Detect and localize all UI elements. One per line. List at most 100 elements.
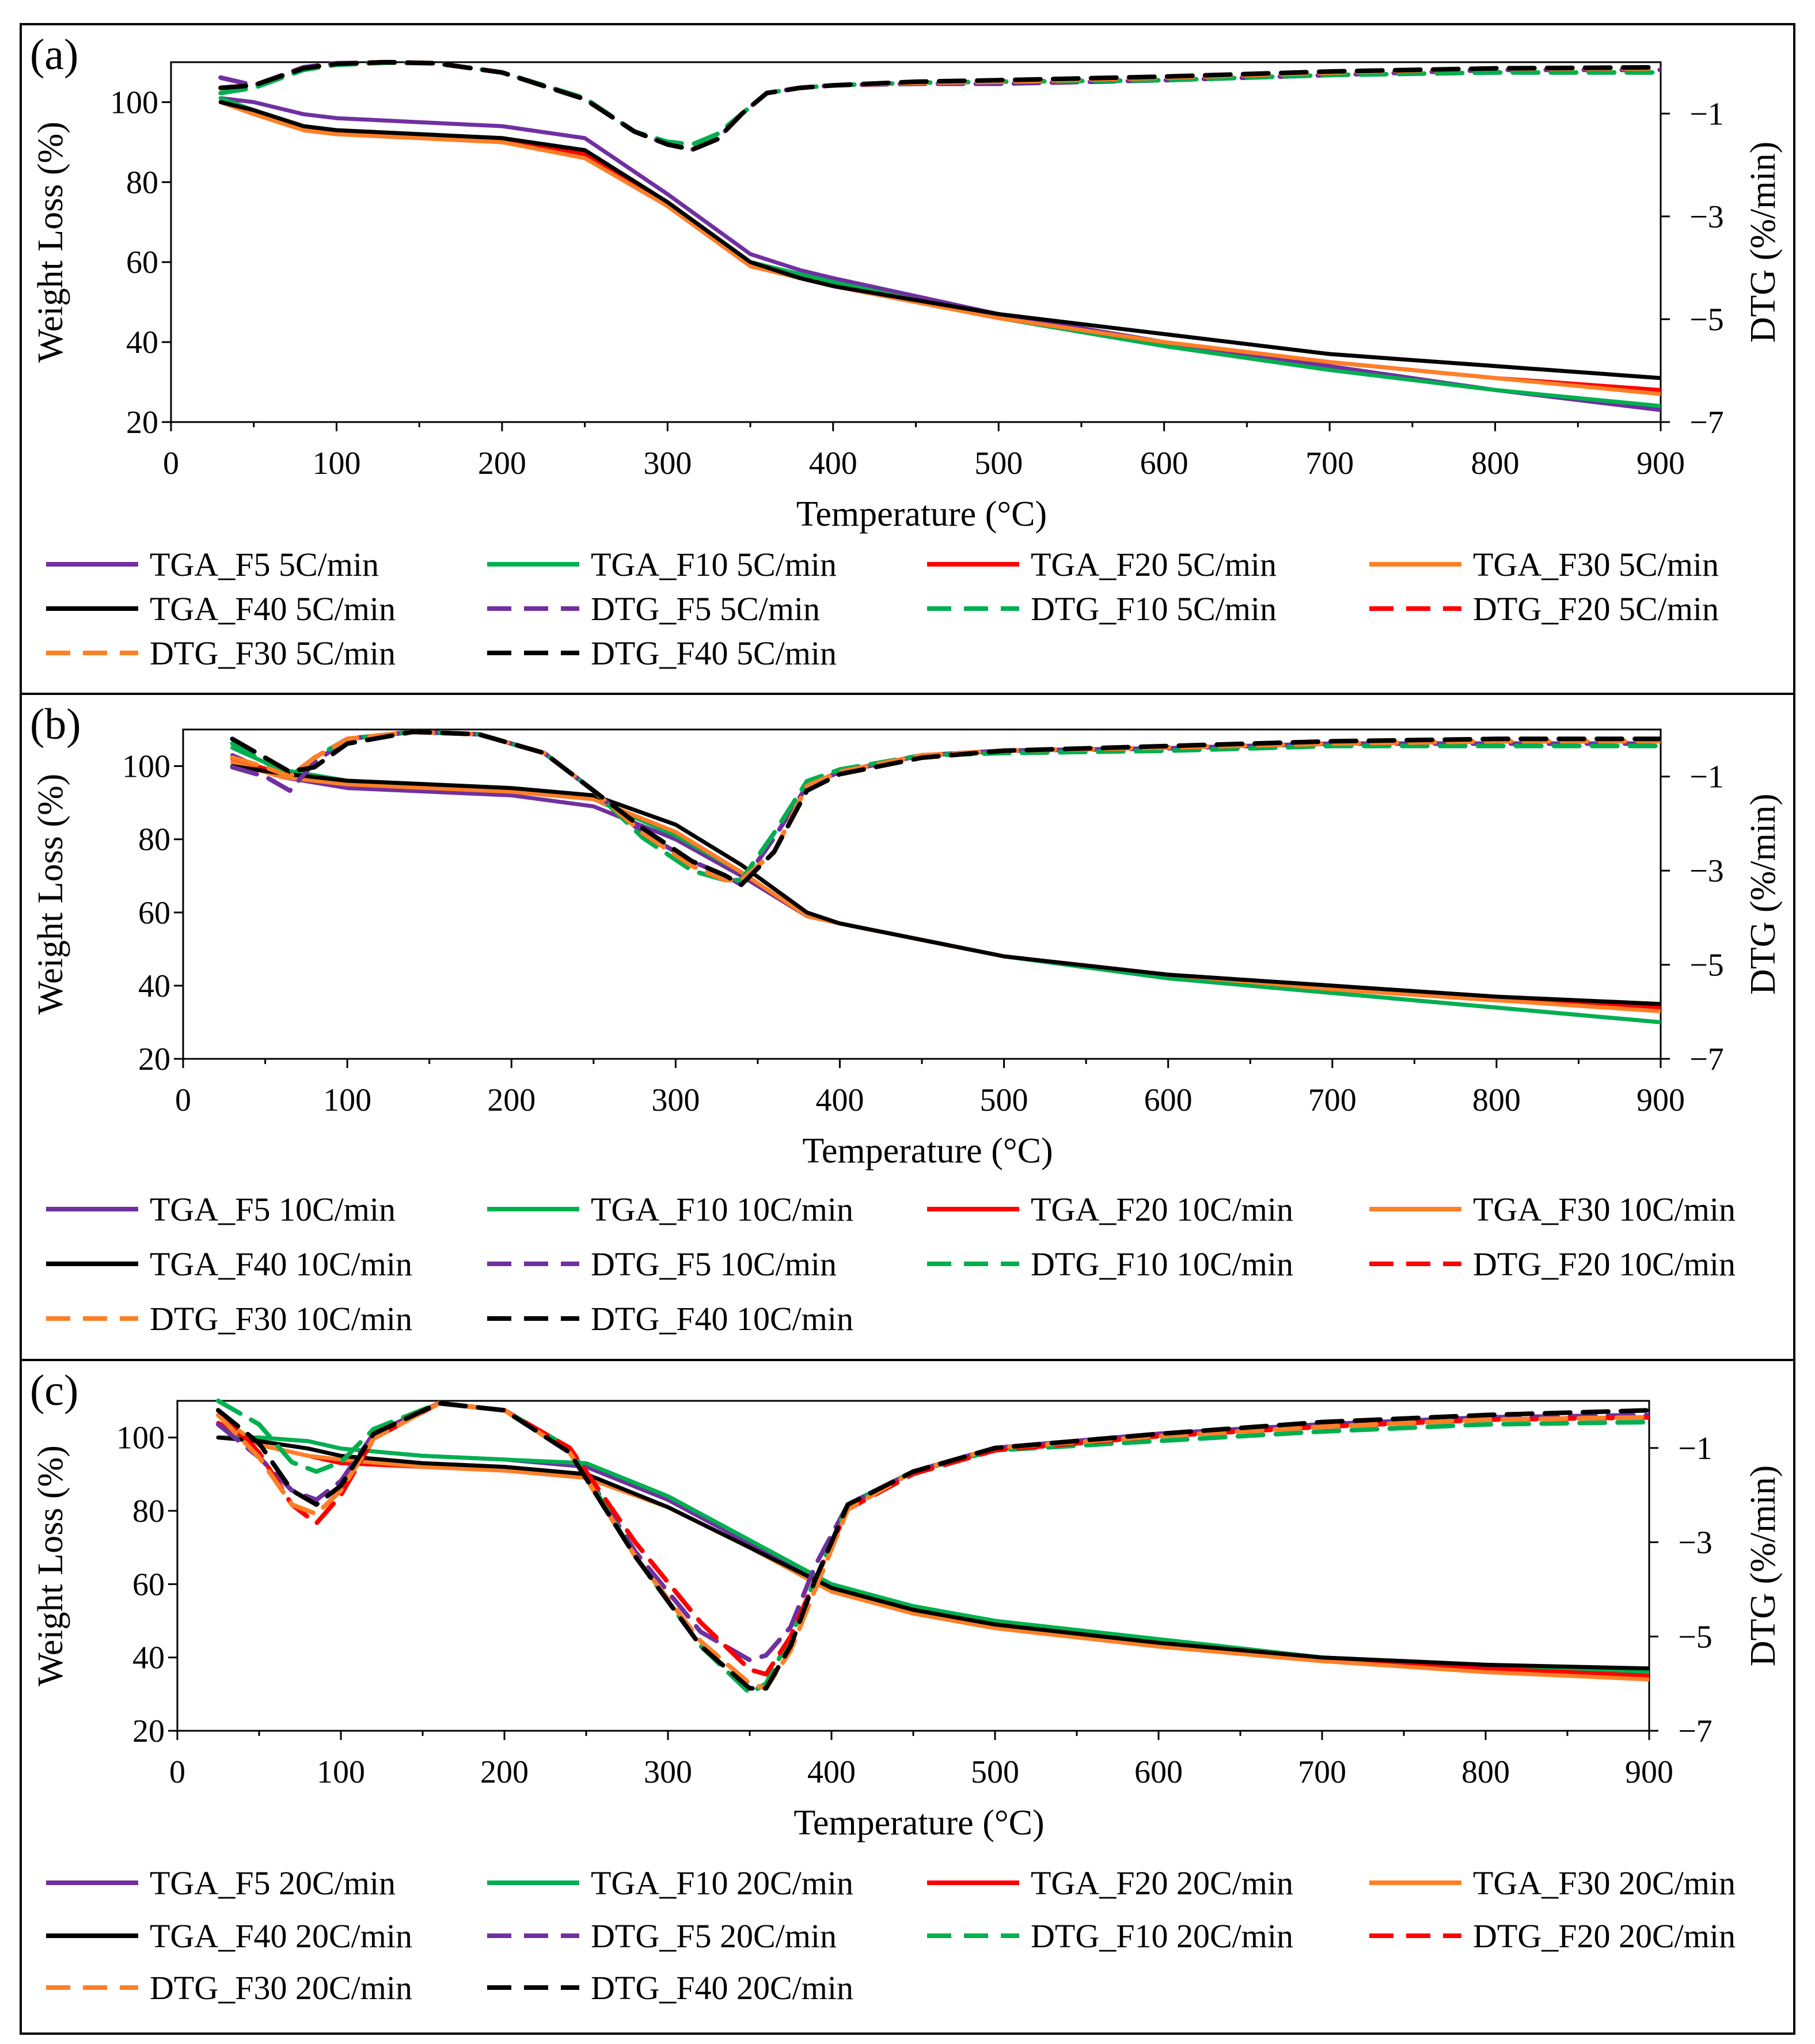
x-axis-title: Temperature (°C) bbox=[793, 1803, 1044, 1842]
tga-series-f20 bbox=[230, 757, 1661, 1010]
legend-label: DTG_F30 20C/min bbox=[150, 1969, 412, 2007]
legend-label: TGA_F40 20C/min bbox=[150, 1917, 412, 1955]
y-tick-label: 80 bbox=[138, 822, 170, 858]
x-tick-label: 700 bbox=[1308, 1082, 1357, 1118]
y2-axis-title: DTG (%/min) bbox=[1744, 142, 1783, 343]
legend: TGA_F5 5C/min TGA_F10 5C/min TGA_F20 5C/mi… bbox=[46, 546, 1719, 672]
y-tick-label: 100 bbox=[122, 749, 170, 785]
legend-label: DTG_F40 10C/min bbox=[591, 1300, 853, 1338]
panel-b: (b) 0 100 200 300 400 500 600 700 800 900 20 40 60 80 1… bbox=[20, 693, 1795, 1361]
legend-label: DTG_F20 10C/min bbox=[1473, 1245, 1736, 1283]
y-tick-label: 100 bbox=[116, 1420, 165, 1456]
tga-series-f40 bbox=[230, 764, 1661, 1006]
legend-item: DTG_F20 20C/min bbox=[1369, 1917, 1736, 1955]
dtg-series-f30 bbox=[216, 1401, 1649, 1691]
series-group bbox=[230, 730, 1661, 1024]
y-tick-label: 80 bbox=[126, 165, 158, 200]
y-axis-title: Weight Loss (%) bbox=[31, 1445, 70, 1686]
x-axis-title: Temperature (°C) bbox=[796, 495, 1047, 534]
legend-item: TGA_F10 5C/min bbox=[487, 546, 837, 583]
legend-label: DTG_F20 5C/min bbox=[1473, 590, 1719, 628]
legend-label: TGA_F5 10C/min bbox=[150, 1191, 396, 1228]
legend: TGA_F5 10C/min TGA_F10 10C/min TGA_F20 10C… bbox=[46, 1191, 1736, 1338]
tga-series-f30 bbox=[218, 100, 1661, 396]
x-tick-label: 500 bbox=[974, 446, 1023, 481]
legend-label: TGA_F20 20C/min bbox=[1031, 1864, 1293, 1902]
legend-item: TGA_F10 10C/min bbox=[487, 1191, 853, 1228]
y2-tick-label: −5 bbox=[1689, 302, 1724, 337]
x-tick-label: 600 bbox=[1140, 446, 1189, 481]
x-tick-label: 900 bbox=[1636, 446, 1685, 481]
legend-label: DTG_F30 5C/min bbox=[150, 635, 396, 672]
y-axis-title: Weight Loss (%) bbox=[31, 121, 70, 363]
x-tick-label: 900 bbox=[1636, 1082, 1685, 1118]
y2-tick-label: −3 bbox=[1689, 199, 1724, 235]
dtg-series-f10 bbox=[230, 730, 1661, 883]
legend-item: DTG_F30 20C/min bbox=[46, 1969, 412, 2007]
y2-tick-label: −5 bbox=[1678, 1619, 1713, 1655]
x-tick-label: 700 bbox=[1298, 1754, 1346, 1790]
x-tick-label: 200 bbox=[487, 1082, 536, 1118]
legend-label: DTG_F5 10C/min bbox=[591, 1245, 837, 1283]
legend-label: DTG_F10 5C/min bbox=[1031, 590, 1277, 628]
y-tick-label: 60 bbox=[126, 245, 158, 280]
legend-item: DTG_F30 10C/min bbox=[46, 1300, 412, 1338]
legend-item: TGA_F40 5C/min bbox=[46, 590, 396, 628]
y-tick-label: 20 bbox=[138, 1042, 170, 1077]
panel-letter: (c) bbox=[30, 1366, 78, 1415]
y2-tick-label: −1 bbox=[1689, 96, 1724, 132]
legend-item: TGA_F5 5C/min bbox=[46, 546, 379, 583]
panel-letter: (b) bbox=[30, 700, 81, 749]
tga-series-f5 bbox=[216, 1435, 1649, 1674]
dtg-series-f10 bbox=[216, 1399, 1649, 1696]
legend-label: TGA_F10 20C/min bbox=[591, 1864, 853, 1902]
x-tick-label: 800 bbox=[1461, 1754, 1510, 1790]
legend-item: TGA_F30 10C/min bbox=[1369, 1191, 1736, 1228]
legend-label: DTG_F10 10C/min bbox=[1031, 1245, 1293, 1283]
dtg-series-f40 bbox=[230, 730, 1661, 887]
tga-series-f30 bbox=[230, 760, 1661, 1013]
y2-tick-label: −1 bbox=[1689, 759, 1724, 795]
legend-item: DTG_F40 10C/min bbox=[487, 1300, 853, 1338]
y-tick-label: 100 bbox=[110, 85, 158, 120]
legend-item: TGA_F30 20C/min bbox=[1369, 1864, 1736, 1902]
legend-label: TGA_F5 5C/min bbox=[150, 546, 379, 583]
y-tick-label: 40 bbox=[126, 325, 158, 360]
tga-series-f40 bbox=[216, 1435, 1649, 1671]
legend-label: TGA_F30 20C/min bbox=[1473, 1864, 1736, 1902]
dtg-series-f40 bbox=[216, 1401, 1649, 1691]
dtg-series-f40 bbox=[218, 60, 1661, 152]
legend-item: TGA_F40 20C/min bbox=[46, 1917, 412, 1955]
legend-label: DTG_F5 20C/min bbox=[591, 1917, 837, 1955]
x-tick-label: 300 bbox=[643, 446, 692, 481]
tga-series-f10 bbox=[218, 96, 1661, 408]
tga-series-f20 bbox=[216, 1420, 1649, 1678]
legend-label: TGA_F30 5C/min bbox=[1473, 546, 1719, 583]
panel-frame bbox=[20, 1359, 1795, 2035]
dtg-series-f5 bbox=[216, 1401, 1649, 1663]
legend-item: DTG_F10 10C/min bbox=[927, 1245, 1293, 1283]
legend-label: DTG_F40 20C/min bbox=[591, 1969, 853, 2007]
x-tick-label: 0 bbox=[163, 446, 179, 481]
x-tick-label: 600 bbox=[1134, 1754, 1183, 1790]
dtg-series-f20 bbox=[216, 1401, 1649, 1677]
x-tick-label: 100 bbox=[323, 1082, 371, 1118]
x-tick-label: 800 bbox=[1472, 1082, 1521, 1118]
series-group bbox=[216, 1399, 1649, 1696]
x-tick-label: 500 bbox=[980, 1082, 1028, 1118]
x-tick-label: 100 bbox=[312, 446, 360, 481]
legend-item: TGA_F5 10C/min bbox=[46, 1191, 396, 1228]
plot-area bbox=[176, 1400, 1650, 1732]
legend-item: TGA_F10 20C/min bbox=[487, 1864, 853, 1902]
legend-label: TGA_F20 5C/min bbox=[1031, 546, 1277, 583]
y-axis-title: Weight Loss (%) bbox=[31, 774, 70, 1015]
legend-item: DTG_F40 20C/min bbox=[487, 1969, 853, 2007]
x-tick-label: 400 bbox=[809, 446, 857, 481]
legend-item: DTG_F20 10C/min bbox=[1369, 1245, 1736, 1283]
legend: TGA_F5 20C/min TGA_F10 20C/min TGA_F20 20C… bbox=[46, 1864, 1736, 2007]
dtg-series-f10 bbox=[218, 60, 1661, 147]
legend-label: DTG_F30 10C/min bbox=[150, 1300, 412, 1338]
x-tick-label: 0 bbox=[169, 1754, 185, 1790]
y2-tick-label: −3 bbox=[1678, 1525, 1713, 1561]
